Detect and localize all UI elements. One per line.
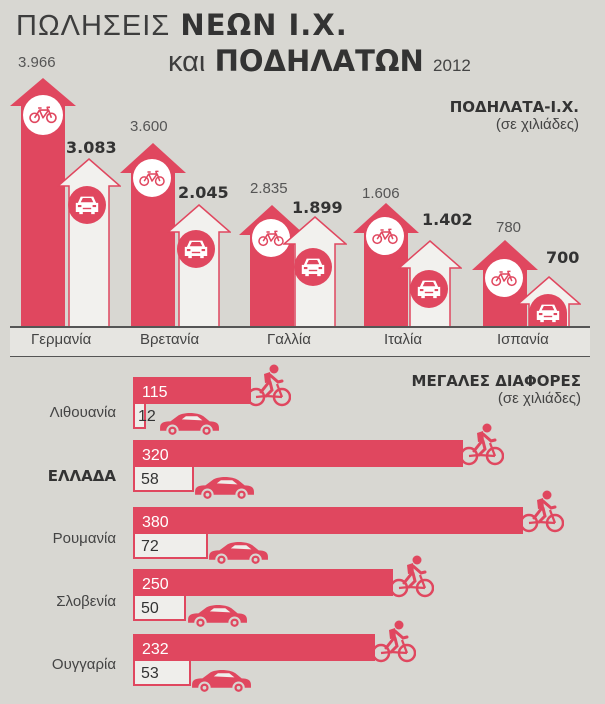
bike-icon bbox=[133, 159, 171, 197]
top-chart-legend: ΠΟΔΗΛΑΤΑ-Ι.Χ. (σε χιλιάδες) bbox=[450, 98, 579, 133]
car-icon bbox=[177, 230, 215, 268]
greece-bike-bar: 320 bbox=[133, 440, 463, 467]
germany-car-arrow bbox=[57, 158, 121, 328]
title-bold-text: ΠΟΔΗΛΑΤΩΝ bbox=[214, 44, 424, 78]
bar-value: 320 bbox=[142, 447, 169, 464]
italy-cars-value: 1.402 bbox=[422, 210, 473, 229]
car-icon bbox=[158, 411, 220, 436]
title-bold-text: ΝΕΩΝ Ι.Χ. bbox=[180, 8, 348, 42]
bike-icon bbox=[23, 95, 63, 135]
x-label-spain: Ισπανία bbox=[497, 331, 549, 348]
greece-car-bar: 58 bbox=[133, 467, 194, 492]
x-label-britain: Βρετανία bbox=[140, 331, 200, 348]
britain-bikes-value: 3.600 bbox=[130, 118, 168, 135]
x-label-germany: Γερμανία bbox=[31, 331, 92, 348]
hungary-bike-bar: 232 bbox=[133, 634, 375, 661]
country-label-band bbox=[10, 328, 590, 357]
bar-value: 250 bbox=[142, 576, 169, 593]
axis-baseline bbox=[10, 326, 590, 328]
cyclist-icon bbox=[520, 490, 564, 534]
romania-bike-bar: 380 bbox=[133, 507, 523, 534]
bar-value: 58 bbox=[141, 471, 159, 488]
slovenia-car-bar: 50 bbox=[133, 596, 186, 621]
bottom-chart-legend: ΜΕΓΑΛΕΣ ΔΙΑΦΟΡΕΣ (σε χιλιάδες) bbox=[412, 372, 581, 407]
hungary-car-bar: 53 bbox=[133, 661, 191, 686]
cyclist-icon bbox=[247, 364, 291, 408]
chart-title-line2: και ΠΟΔΗΛΑΤΩΝ 2012 bbox=[168, 44, 471, 79]
car-icon bbox=[294, 248, 332, 286]
lithuania-bike-bar: 115 bbox=[133, 377, 251, 404]
car-icon bbox=[193, 475, 255, 500]
bar-value: 12 bbox=[138, 408, 156, 425]
france-cars-value: 1.899 bbox=[292, 198, 343, 217]
title-year: 2012 bbox=[433, 56, 471, 75]
germany-bikes-value: 3.966 bbox=[18, 54, 56, 71]
spain-cars-value: 700 bbox=[546, 248, 580, 267]
top-legend-heading: ΠΟΔΗΛΑΤΑ-Ι.Χ. bbox=[449, 98, 579, 116]
lithuania-car-bar: 12 bbox=[133, 404, 156, 429]
france-bikes-value: 2.835 bbox=[250, 180, 288, 197]
bar-value: 115 bbox=[142, 384, 168, 401]
car-icon bbox=[186, 603, 248, 628]
bar-value: 72 bbox=[141, 538, 159, 555]
y-label-slovenia: Σλοβενία bbox=[56, 593, 116, 610]
bar-value: 50 bbox=[141, 600, 159, 617]
spain-bikes-value: 780 bbox=[496, 219, 522, 236]
germany-bike-arrow bbox=[10, 78, 76, 328]
car-icon bbox=[68, 186, 106, 224]
slovenia-bike-bar: 250 bbox=[133, 569, 393, 596]
bar-value: 380 bbox=[142, 514, 169, 531]
car-icon bbox=[410, 270, 448, 308]
top-legend-unit: (σε χιλιάδες) bbox=[495, 116, 579, 133]
bottom-legend-unit: (σε χιλιάδες) bbox=[497, 390, 581, 407]
cyclist-icon bbox=[372, 620, 416, 664]
germany-cars-value: 3.083 bbox=[66, 138, 117, 157]
bottom-legend-heading: ΜΕΓΑΛΕΣ ΔΙΑΦΟΡΕΣ bbox=[411, 372, 581, 390]
bike-icon bbox=[252, 219, 290, 257]
y-label-romania: Ρουμανία bbox=[52, 530, 116, 547]
y-label-lithuania: Λιθουανία bbox=[49, 404, 116, 421]
britain-cars-value: 2.045 bbox=[178, 183, 229, 202]
bar-value: 53 bbox=[141, 665, 159, 682]
x-label-italy: Ιταλία bbox=[384, 331, 423, 348]
cyclist-icon bbox=[460, 423, 504, 467]
y-label-hungary: Ουγγαρία bbox=[51, 656, 116, 673]
bike-icon bbox=[485, 259, 523, 297]
car-icon bbox=[529, 294, 567, 326]
title-light-text: και bbox=[168, 46, 206, 78]
cyclist-icon bbox=[390, 555, 434, 599]
y-label-greece: ΕΛΛΑΔΑ bbox=[47, 467, 116, 485]
chart-title-line1: ΠΩΛΗΣΕΙΣ ΝΕΩΝ Ι.Χ. bbox=[16, 8, 348, 43]
car-icon bbox=[190, 668, 252, 693]
title-light-text: ΠΩΛΗΣΕΙΣ bbox=[16, 10, 171, 42]
romania-car-bar: 72 bbox=[133, 534, 208, 559]
italy-bikes-value: 1.606 bbox=[362, 185, 400, 202]
car-icon bbox=[207, 540, 269, 565]
bar-value: 232 bbox=[142, 641, 169, 658]
x-label-france: Γαλλία bbox=[267, 331, 311, 348]
bike-icon bbox=[366, 217, 404, 255]
